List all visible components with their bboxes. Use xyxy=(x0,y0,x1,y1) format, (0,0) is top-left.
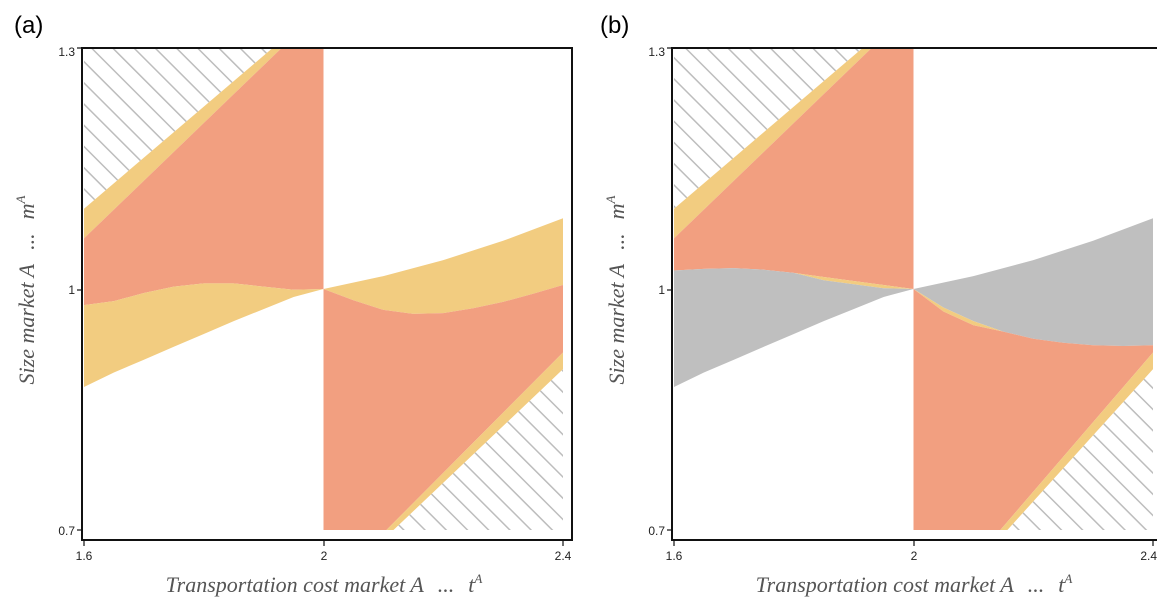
panel-a-x-tick-label-2.4: 2.4 xyxy=(555,549,572,563)
panel-b-hatch-bottom-right xyxy=(1007,369,1153,530)
panel-b-x-tick-label-2.4: 2.4 xyxy=(1140,549,1157,563)
panel-a-frame xyxy=(81,47,573,541)
panel-a-hatch-top-left xyxy=(84,48,273,209)
panel-a-y-axis-separator: ... xyxy=(14,233,39,250)
panel-b-x-tick-label-1.6: 1.6 xyxy=(666,549,683,563)
panel-a-yellow-left xyxy=(84,283,324,387)
panel-a-yellow-right xyxy=(323,218,563,314)
panel-a-y-tick-label-1.3: 1.3 xyxy=(58,45,75,59)
panel-a-label: (a) xyxy=(14,12,43,39)
panel-a-plot-area xyxy=(84,48,563,530)
panel-a-x-tick-label-1.6: 1.6 xyxy=(76,549,93,563)
panel-b-y-axis-symbol: m xyxy=(604,203,629,219)
panel-a-x-axis-label: Transportation cost market A... tA xyxy=(166,571,483,597)
panel-b-y-axis-label: Size market A... mA xyxy=(603,195,629,384)
panel-a-x-axis-symbol: t xyxy=(468,572,475,597)
panel-b-gray-right xyxy=(913,218,1153,346)
panel-b-x-tick-label-2: 2 xyxy=(911,549,918,563)
panel-b-salmon-right xyxy=(913,289,1153,530)
panel-a-x-axis-separator: ... xyxy=(438,572,455,597)
panel-b-y-axis-superscript: A xyxy=(603,195,618,204)
panel-a-y-tick-label-0.7: 0.7 xyxy=(58,524,75,538)
panel-a-salmon-left xyxy=(84,48,324,306)
panel-b-y-tick-label-1.3: 1.3 xyxy=(648,45,665,59)
panel-a: (a) 1.3 1 0.7 1.6 2 2.4 Transportation c… xyxy=(13,12,573,597)
panel-a-salmon-right xyxy=(323,285,563,530)
panel-b-x-axis-text: Transportation cost market A xyxy=(756,572,1015,597)
panel-a-x-axis-superscript: A xyxy=(473,571,482,586)
panel-a-y-axis-superscript: A xyxy=(13,195,28,204)
panel-a-y-axis-text: Size market A xyxy=(14,263,39,384)
panel-b-x-axis-label: Transportation cost market A... tA xyxy=(756,571,1073,597)
panel-b-x-axis-symbol: t xyxy=(1058,572,1065,597)
panel-b-gray-left xyxy=(674,268,914,387)
panel-a-yellow-band-bottom-right xyxy=(386,352,563,530)
panel-b-y-tick-label-1: 1 xyxy=(658,283,665,297)
panel-b-salmon-left xyxy=(674,48,914,289)
panel-b-hatch-top-left xyxy=(674,48,863,209)
panel-a-x-tick-label-2: 2 xyxy=(321,549,328,563)
panel-b-label: (b) xyxy=(600,12,629,39)
panel-b-y-tick-label-0.7: 0.7 xyxy=(648,524,665,538)
panel-b-yellow-band-bottom-right xyxy=(1000,352,1153,530)
panel-b: (b) 1.3 1 0.7 1.6 2 2.4 Transportation c… xyxy=(600,12,1157,597)
panel-a-y-axis-symbol: m xyxy=(14,203,39,219)
panel-a-hatch-bottom-right xyxy=(393,369,563,530)
panel-b-x-axis-superscript: A xyxy=(1063,571,1072,586)
panel-b-plot-area xyxy=(674,48,1153,530)
panel-b-x-axis-separator: ... xyxy=(1028,572,1045,597)
panel-a-x-axis-text: Transportation cost market A xyxy=(166,572,425,597)
panel-b-y-axis-separator: ... xyxy=(604,233,629,250)
panel-a-y-axis-label: Size market A... mA xyxy=(13,195,39,384)
panel-a-y-tick-label-1: 1 xyxy=(68,283,75,297)
panel-b-y-axis-text: Size market A xyxy=(604,263,629,384)
